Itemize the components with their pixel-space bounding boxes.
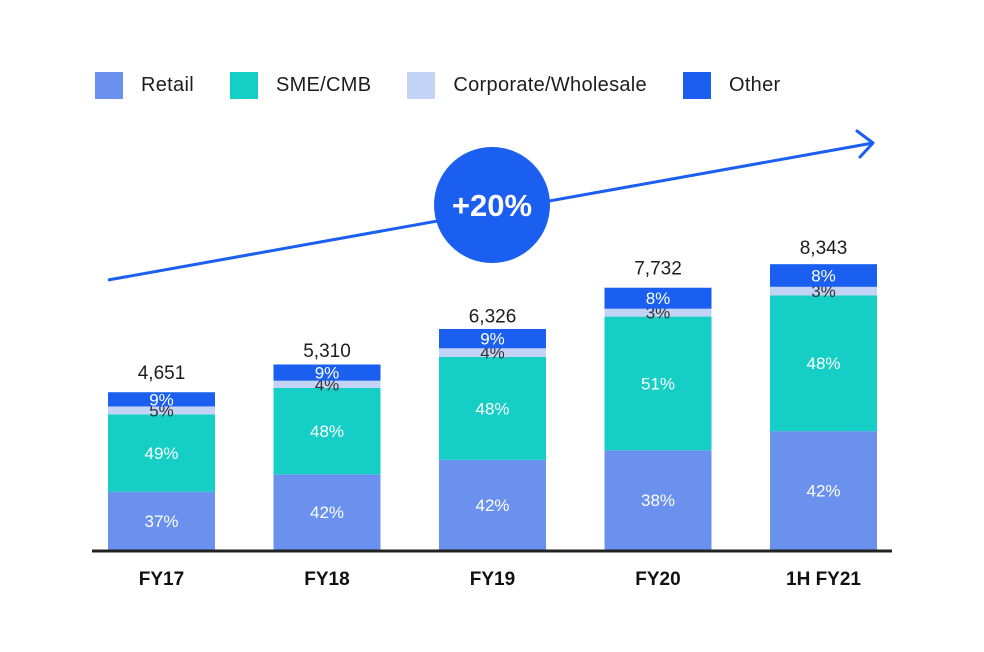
segment-label-sme-cmb-fy18: 48%: [310, 422, 344, 441]
growth-badge: [434, 147, 550, 263]
legend-swatch-sme-cmb: [229, 71, 258, 99]
total-label-fy18: 5,310: [303, 341, 351, 362]
bar-segment-corporate-wholesale-fy18: [273, 380, 381, 388]
legend-label-sme-cmb: SME/CMB: [275, 73, 372, 96]
segment-label-other-fy19: 9%: [480, 330, 505, 349]
segment-label-sme-cmb-1h-fy21: 48%: [806, 354, 840, 373]
category-label-1h-fy21: 1H FY21: [786, 569, 861, 590]
bar-segment-other-fy17: [108, 392, 215, 407]
bar-segment-corporate-wholesale-1h-fy21: [770, 286, 877, 296]
bar-segment-sme-cmb-fy17: [108, 414, 215, 492]
bar-segment-other-fy18: [273, 364, 381, 381]
total-label-1h-fy21: 8,343: [800, 238, 848, 259]
legend-item-corporate-wholesale: Corporate/Wholesale: [407, 71, 647, 99]
total-label-fy17: 4,651: [138, 363, 186, 384]
segment-label-other-fy20: 8%: [646, 289, 671, 308]
legend-swatch-other: [682, 71, 711, 99]
bar-segment-other-fy20: [604, 287, 712, 309]
bars: 37%49%5%9%4,651FY1742%48%4%9%5,310FY1842…: [108, 238, 877, 590]
bar-segment-corporate-wholesale-fy17: [108, 406, 215, 415]
total-label-fy19: 6,326: [469, 306, 517, 327]
legend: Retail SME/CMB Corporate/Wholesale Other: [95, 70, 815, 100]
category-label-fy18: FY18: [304, 569, 349, 590]
bar-segment-retail-1h-fy21: [770, 431, 877, 550]
bar-segment-sme-cmb-1h-fy21: [770, 295, 877, 432]
bar-segment-corporate-wholesale-fy20: [604, 308, 712, 317]
category-label-fy19: FY19: [470, 569, 515, 590]
segment-label-other-fy17: 9%: [149, 390, 174, 409]
legend-item-retail: Retail: [95, 71, 194, 99]
bar-group-fy19: 42% 48% 4%9% 6,326 FY19: [439, 306, 546, 590]
growth-label: +20%: [452, 188, 532, 223]
bar-segment-retail-fy18: [273, 474, 381, 550]
legend-label-corporate-wholesale: Corporate/Wholesale: [453, 73, 647, 96]
segment-label-other-1h-fy21: 8%: [811, 266, 836, 285]
category-label-fy20: FY20: [635, 569, 680, 590]
bar-segment-sme-cmb-fy20: [604, 316, 712, 451]
bar-segment-sme-cmb-fy18: [273, 387, 381, 475]
segment-label-sme-cmb-fy19: 48%: [475, 399, 509, 418]
bar-segment-other-fy19: [439, 328, 546, 349]
segment-label-retail-1h-fy21: 42%: [806, 482, 840, 501]
legend-item-sme-cmb: SME/CMB: [229, 71, 372, 99]
segment-label-sme-cmb-fy20: 51%: [641, 374, 675, 393]
bar-segment-retail-fy17: [108, 491, 215, 550]
bar-segment-retail-fy19: [439, 459, 546, 550]
bar-segment-retail-fy20: [604, 450, 712, 550]
segment-label-retail-fy19: 42%: [475, 496, 509, 515]
segment-label-other-fy18: 9%: [315, 364, 340, 383]
total-label-fy20: 7,732: [634, 259, 682, 280]
bar-segment-other-1h-fy21: [770, 264, 877, 287]
segment-label-sme-cmb-fy17: 49%: [144, 444, 178, 463]
segment-label-retail-fy20: 38%: [641, 491, 675, 510]
bar-segment-sme-cmb-fy19: [439, 356, 546, 460]
growth-arrowhead: [855, 129, 875, 159]
growth-indicator: +20%: [107, 129, 875, 282]
legend-swatch-corporate-wholesale: [407, 71, 436, 99]
legend-swatch-retail: [95, 71, 123, 99]
legend-item-other: Other: [682, 71, 781, 99]
legend-label-other: Other: [728, 73, 781, 96]
segment-label-retail-fy18: 42%: [310, 503, 344, 522]
segment-label-retail-fy17: 37%: [144, 512, 178, 531]
legend-label-retail: Retail: [141, 73, 194, 96]
bar-segment-corporate-wholesale-fy19: [439, 348, 546, 357]
segment-label-corporate-wholesale-fy19: 4%: [480, 344, 505, 363]
category-label-fy17: FY17: [139, 569, 184, 590]
